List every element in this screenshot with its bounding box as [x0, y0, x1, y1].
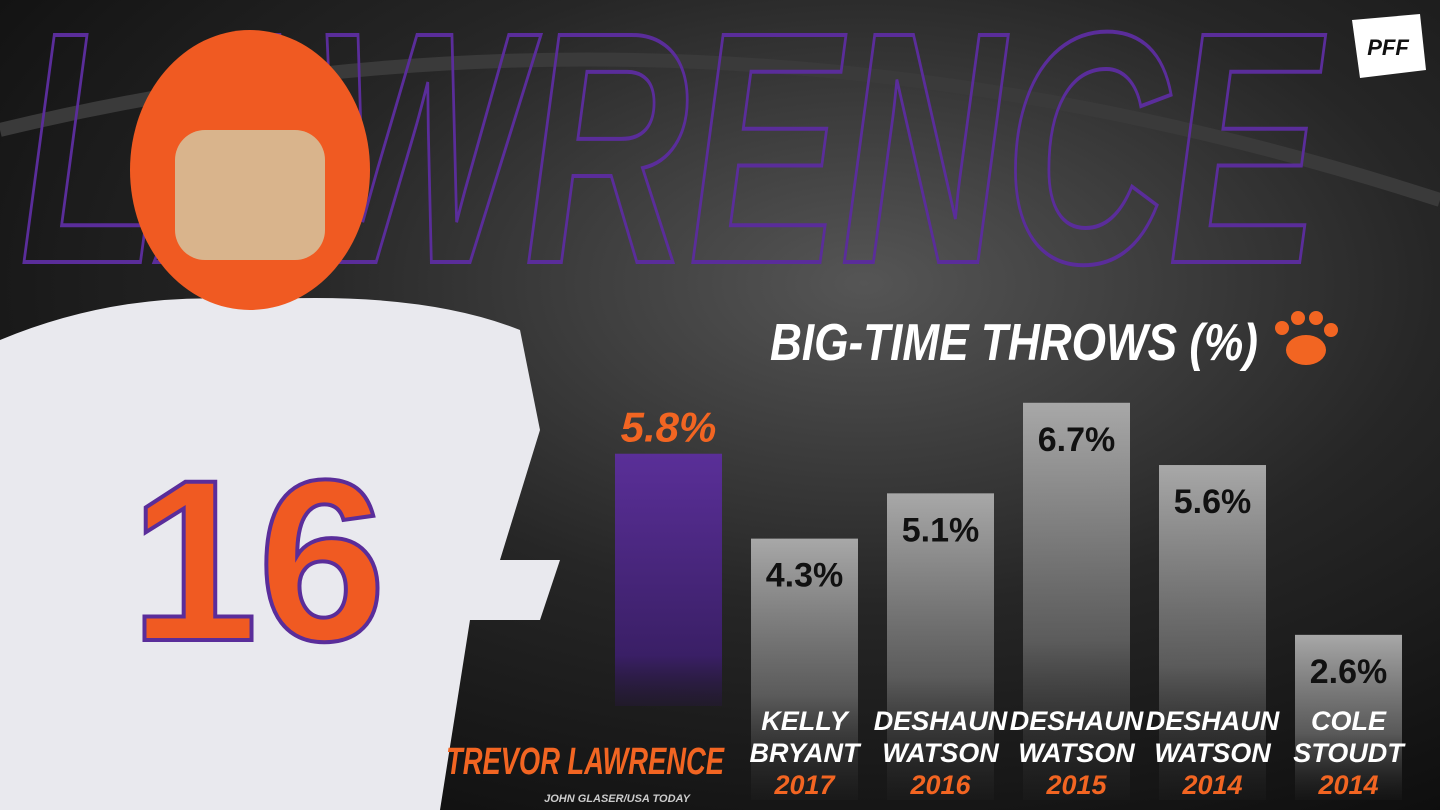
category-label: DESHAUN WATSON: [874, 706, 1008, 768]
category-label: TREVOR LAWRENCE: [446, 741, 725, 783]
value-label: 5.8%: [621, 404, 717, 451]
bar: [1295, 634, 1402, 800]
pff-logo: PFF: [1352, 14, 1426, 78]
bar: [1159, 465, 1266, 800]
player-photo: 16: [0, 30, 560, 810]
logo-text: PFF: [1367, 35, 1409, 60]
value-label: 4.3%: [766, 557, 844, 595]
category-label: KELLY BRYANT: [749, 706, 862, 768]
value-label: 5.1%: [902, 511, 980, 549]
year-label: 2016: [909, 770, 971, 800]
chart-title: BIG-TIME THROWS (%): [770, 314, 1258, 372]
value-label: 5.6%: [1174, 483, 1252, 521]
value-label: 6.7%: [1038, 421, 1116, 459]
year-label: 2017: [773, 770, 836, 800]
category-label: COLE STOUDT: [1293, 706, 1406, 768]
year-label: 2015: [1045, 770, 1107, 800]
category-label: DESHAUN WATSON: [1146, 706, 1280, 768]
bar: [751, 538, 858, 800]
clemson-paw: [1275, 311, 1338, 365]
category-label: DESHAUN WATSON: [1010, 706, 1144, 768]
jersey-number: 16: [130, 432, 386, 689]
photo-credit: JOHN GLASER/USA TODAY: [544, 793, 692, 805]
bar: [887, 493, 994, 800]
year-label: 2014: [1181, 770, 1242, 800]
bar: [615, 453, 722, 706]
value-label: 2.6%: [1310, 653, 1388, 691]
year-label: 2014: [1317, 770, 1378, 800]
bar: [1023, 402, 1130, 800]
